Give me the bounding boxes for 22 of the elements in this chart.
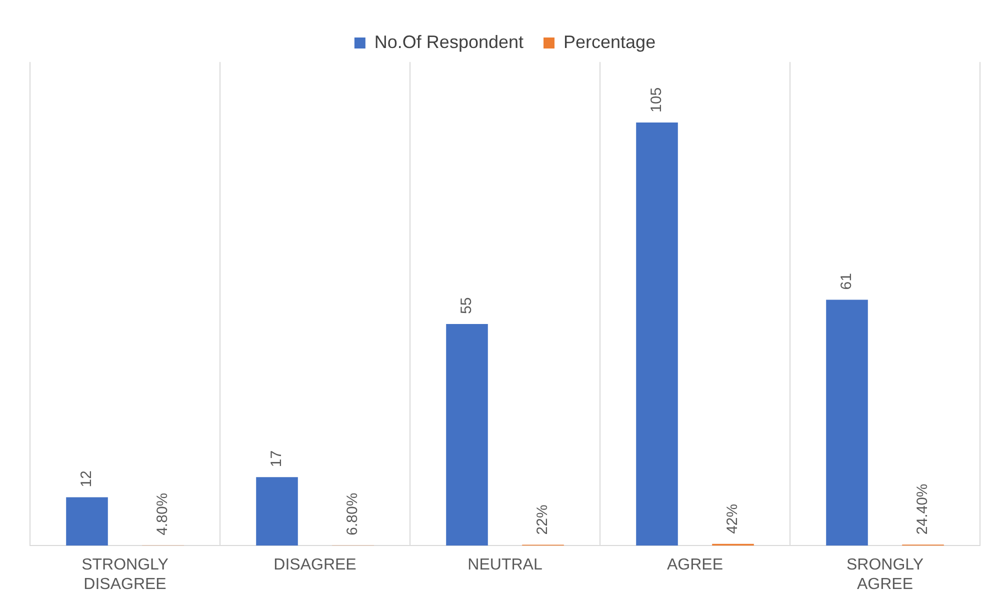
data-label: 4.80% xyxy=(154,492,172,536)
bar xyxy=(826,300,868,546)
bar xyxy=(66,497,108,546)
legend-label: Percentage xyxy=(564,32,656,52)
data-label: 17 xyxy=(268,450,286,468)
data-label: 12 xyxy=(78,470,96,488)
data-label: 42% xyxy=(724,504,742,534)
x-tick-label: DISAGREE xyxy=(274,556,356,574)
x-tick-label: STRONGLY DISAGREE xyxy=(82,556,169,593)
data-label: 61 xyxy=(838,273,856,290)
data-label: 55 xyxy=(458,297,476,314)
data-label: 22% xyxy=(534,504,552,535)
x-tick-label: SRONGLY AGREE xyxy=(846,556,924,593)
legend-label: No.Of Respondent xyxy=(374,32,524,52)
x-tick-label: NEUTRAL xyxy=(468,556,542,574)
data-label: 105 xyxy=(648,87,666,112)
data-label: 6.80% xyxy=(344,492,362,536)
bar xyxy=(446,324,488,546)
data-label: 24.40% xyxy=(914,484,932,535)
bar xyxy=(636,122,678,546)
bar xyxy=(256,477,298,546)
x-tick-label: AGREE xyxy=(666,556,724,574)
